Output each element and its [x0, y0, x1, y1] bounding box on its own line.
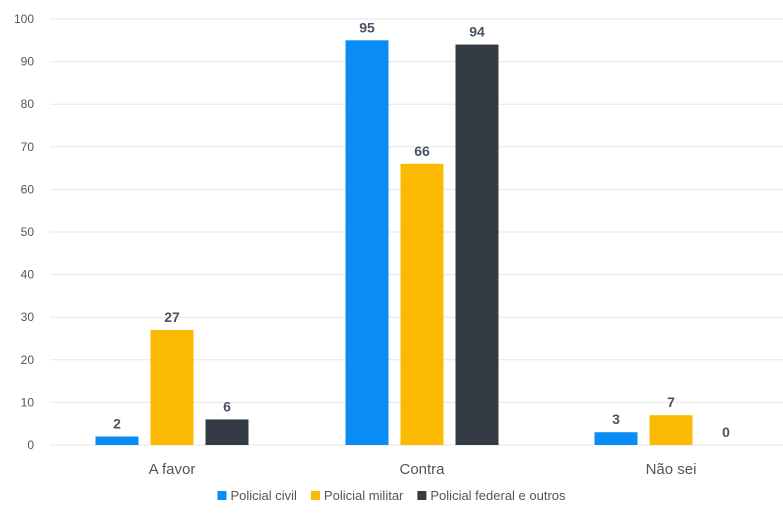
- data-label-a-favor-policial-militar: 27: [164, 309, 180, 325]
- bar-contra-policial-federal-e-outros: [455, 44, 499, 446]
- legend: Policial civil Policial militar Policial f…: [217, 488, 566, 503]
- legend-label: Policial civil: [230, 488, 297, 503]
- y-tick-label-80: 80: [21, 97, 35, 111]
- legend-swatch: [310, 491, 320, 500]
- y-tick-label-10: 10: [21, 395, 35, 409]
- legend-item-1: Policial civil: [217, 488, 297, 503]
- y-tick-label-60: 60: [21, 182, 35, 196]
- x-category-label: A favor: [149, 461, 196, 478]
- bar-a-favor-policial-militar: [150, 329, 194, 445]
- y-tick-label-100: 100: [14, 12, 34, 26]
- data-label-contra-policial-militar: 66: [414, 143, 430, 159]
- legend-item-3: Policial federal e outros: [417, 488, 566, 503]
- y-tick-label-70: 70: [21, 140, 35, 154]
- legend-swatch: [217, 491, 227, 500]
- bar-contra-policial-militar: [400, 163, 444, 445]
- y-tick-label-40: 40: [21, 268, 35, 282]
- x-category-label: Contra: [399, 461, 445, 478]
- data-label-nao-sei-policial-federal-e-outros: 0: [722, 424, 730, 440]
- bar-a-favor-policial-federal-e-outros: [205, 419, 249, 445]
- data-labels: 2 27 6 95 66 94 3 7 0: [113, 19, 730, 440]
- data-label-a-favor-policial-civil: 2: [113, 415, 121, 431]
- data-label-contra-policial-federal-e-outros: 94: [469, 24, 485, 40]
- data-label-nao-sei-policial-militar: 7: [667, 394, 675, 410]
- y-tick-label-50: 50: [21, 225, 35, 239]
- data-label-contra-policial-civil: 95: [359, 19, 375, 35]
- data-label-nao-sei-policial-civil: 3: [612, 411, 620, 427]
- x-axis-categories: A favor Contra Não sei: [149, 461, 697, 478]
- bar-nao-sei-policial-militar: [649, 415, 693, 445]
- y-tick-label-0: 0: [27, 438, 34, 452]
- legend-item-2: Policial militar: [310, 488, 404, 503]
- bar-nao-sei-policial-civil: [594, 432, 638, 445]
- y-tick-label-90: 90: [21, 55, 35, 69]
- y-axis-ticks: 0 10 20 30 40 50 60 70 80 90 100: [14, 12, 34, 452]
- legend-label: Policial militar: [324, 488, 404, 503]
- x-category-label: Não sei: [646, 461, 697, 478]
- data-label-a-favor-policial-federal-e-outros: 6: [223, 398, 231, 414]
- legend-swatch: [417, 491, 427, 500]
- bars: [95, 40, 693, 446]
- legend-label: Policial federal e outros: [430, 488, 566, 503]
- bar-a-favor-policial-civil: [95, 436, 139, 445]
- y-tick-label-30: 30: [21, 310, 35, 324]
- bar-contra-policial-civil: [345, 40, 389, 446]
- y-tick-label-20: 20: [21, 353, 35, 367]
